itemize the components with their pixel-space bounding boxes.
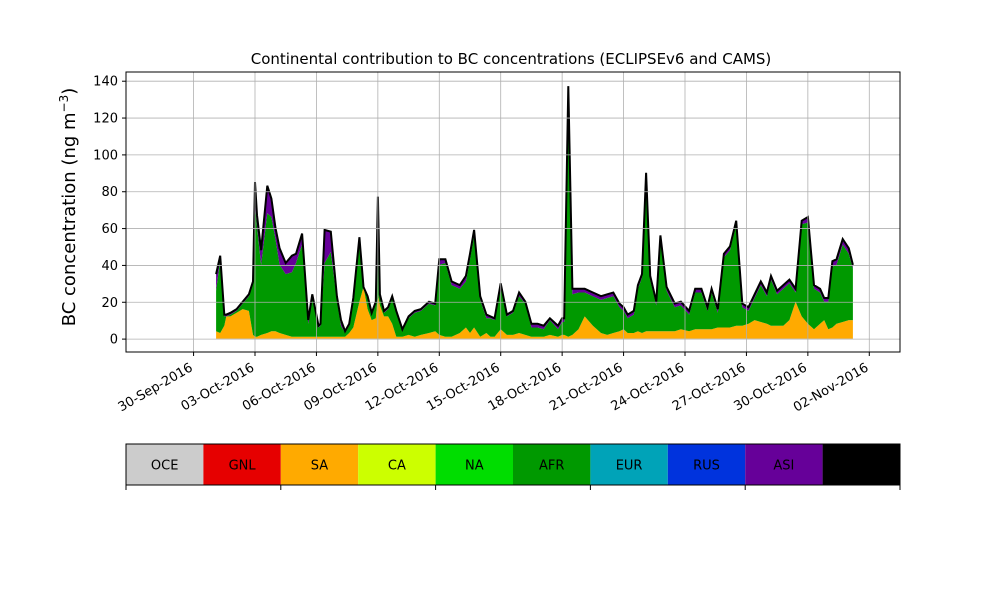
total-concentration-line bbox=[215, 86, 854, 334]
legend-label-afr: AFR bbox=[539, 459, 564, 474]
svg-text:BC concentration (ng m−3): BC concentration (ng m−3) bbox=[57, 88, 80, 327]
y-axis: 0 20 40 60 80 100 120 140 bbox=[93, 75, 126, 348]
y-tick-label: 140 bbox=[93, 75, 118, 90]
legend-swatch-rus bbox=[667, 444, 746, 485]
y-axis-title-main: BC concentration (ng m bbox=[59, 112, 80, 326]
legend-label-na: NA bbox=[465, 459, 484, 474]
legend-swatch-gnl bbox=[203, 444, 281, 485]
legend-label-rus: RUS bbox=[693, 459, 720, 474]
legend-swatch-asi bbox=[745, 444, 823, 485]
x-axis: 30-Sep-201603-Oct-201606-Oct-201609-Oct-… bbox=[116, 352, 871, 415]
legend-label-eur: EUR bbox=[616, 459, 643, 474]
y-tick-label: 0 bbox=[110, 333, 118, 348]
legend-label-sa: SA bbox=[311, 459, 328, 474]
legend-swatch-eur bbox=[590, 444, 668, 485]
legend-colorbar: OCE GNL SA CA NA AFR EUR RUS ASI AUS bbox=[125, 443, 901, 490]
legend-label-ca: CA bbox=[388, 459, 406, 474]
legend-swatch-afr bbox=[513, 444, 591, 485]
stacked-areas bbox=[215, 86, 854, 340]
legend-frame bbox=[125, 443, 901, 486]
y-tick-label: 80 bbox=[101, 185, 118, 200]
area-sa bbox=[216, 287, 853, 339]
legend-swatch-aus bbox=[822, 444, 900, 485]
y-axis-title-close: ) bbox=[59, 88, 80, 95]
legend-swatch-sa bbox=[280, 444, 359, 485]
y-axis-title: BC concentration (ng m−3) bbox=[57, 88, 80, 327]
y-tick-label: 40 bbox=[101, 259, 118, 274]
plot-area: 0 20 40 60 80 100 120 140 30-Sep-201603-Oct-2016… bbox=[93, 71, 901, 415]
legend-swatch-ca bbox=[358, 444, 436, 485]
legend-label-aus: AUS bbox=[848, 459, 875, 474]
legend-label-oce: OCE bbox=[151, 459, 179, 474]
chart-title: Continental contribution to BC concentra… bbox=[251, 50, 772, 68]
legend-label-asi: ASI bbox=[773, 459, 794, 474]
legend-label-gnl: GNL bbox=[229, 459, 257, 474]
legend-swatch-oce bbox=[126, 444, 204, 485]
area-afr bbox=[216, 106, 853, 337]
y-tick-label: 20 bbox=[101, 296, 118, 311]
grid bbox=[126, 72, 900, 352]
legend-swatch-na bbox=[435, 444, 513, 485]
y-axis-title-sup: −3 bbox=[57, 95, 71, 113]
y-tick-label: 120 bbox=[93, 112, 118, 127]
plot-frame bbox=[125, 71, 901, 353]
y-tick-label: 100 bbox=[93, 148, 118, 163]
y-tick-label: 60 bbox=[101, 222, 118, 237]
